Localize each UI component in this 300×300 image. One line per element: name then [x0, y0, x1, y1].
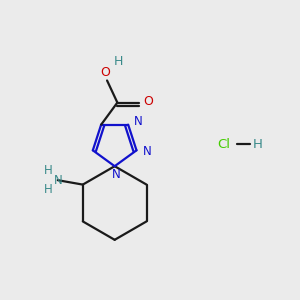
Text: H: H	[114, 55, 123, 68]
Text: O: O	[100, 66, 110, 79]
Text: H: H	[44, 183, 53, 196]
Text: N: N	[53, 174, 62, 187]
Text: Cl: Cl	[217, 138, 230, 151]
Text: N: N	[134, 115, 143, 128]
Text: N: N	[112, 168, 121, 181]
Text: H: H	[44, 164, 53, 177]
Text: N: N	[142, 145, 151, 158]
Text: O: O	[143, 95, 153, 109]
Text: H: H	[253, 138, 262, 151]
